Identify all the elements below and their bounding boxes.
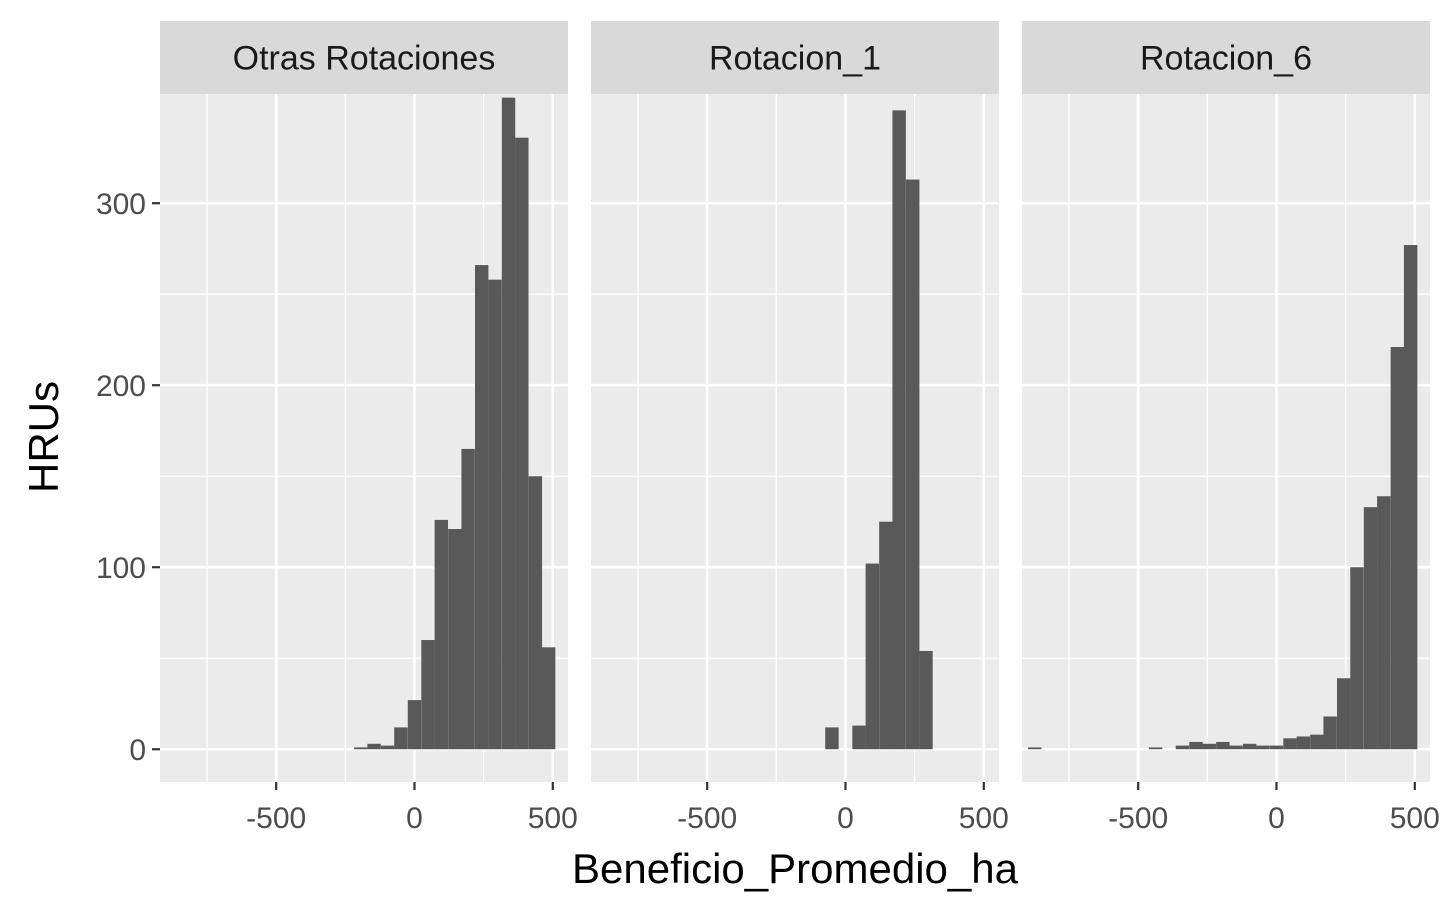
histogram-bar bbox=[1350, 567, 1364, 750]
histogram-bar bbox=[1148, 747, 1163, 750]
histogram-bar bbox=[354, 747, 368, 750]
y-axis: 0 100 200 300 bbox=[96, 188, 160, 767]
x-tick-label: 0 bbox=[1268, 802, 1285, 835]
facet-panel: Rotacion_6 bbox=[1022, 21, 1430, 782]
histogram-bar bbox=[380, 745, 395, 750]
histogram-bar bbox=[905, 179, 920, 750]
y-tick-label: 0 bbox=[129, 734, 146, 767]
histogram-bar bbox=[919, 650, 933, 750]
histogram-bar bbox=[528, 476, 543, 750]
y-tick-label: 300 bbox=[96, 188, 146, 221]
x-tick-label: 500 bbox=[1390, 802, 1440, 835]
histogram-bar bbox=[541, 647, 556, 750]
histogram-bar bbox=[1189, 741, 1203, 750]
histogram-bar bbox=[407, 700, 422, 750]
x-tick-label: -500 bbox=[246, 802, 306, 835]
x-tick-label: 0 bbox=[837, 802, 854, 835]
histogram-bar bbox=[892, 110, 906, 750]
histogram-bar bbox=[1283, 738, 1297, 750]
x-tick-label: 500 bbox=[959, 802, 1009, 835]
facet-strip-label: Rotacion_1 bbox=[709, 40, 881, 78]
histogram-bar bbox=[501, 97, 516, 750]
histogram-bar bbox=[1296, 736, 1311, 750]
histogram-bar bbox=[1336, 678, 1351, 750]
histogram-bar bbox=[448, 529, 462, 750]
facet-strip-label: Rotacion_6 bbox=[1140, 40, 1312, 78]
x-tick-label: -500 bbox=[1108, 802, 1168, 835]
histogram-bar bbox=[488, 279, 502, 750]
histogram-bar bbox=[515, 137, 529, 750]
histogram-bar bbox=[1269, 745, 1284, 750]
histogram-bar bbox=[394, 727, 408, 750]
histogram-bar bbox=[367, 743, 381, 750]
histogram-bar bbox=[1242, 743, 1257, 750]
x-axes: -500 0 500 -500 0 500 -500 0 500 bbox=[246, 782, 1440, 835]
histogram-bar bbox=[434, 519, 449, 750]
histogram-bar bbox=[825, 727, 839, 750]
histogram-bar bbox=[1310, 734, 1324, 750]
histogram-bar bbox=[879, 521, 893, 750]
y-tick-label: 200 bbox=[96, 370, 146, 403]
facet-strip bbox=[591, 21, 999, 94]
facet-panel: Otras Rotaciones bbox=[160, 21, 568, 782]
x-tick-label: -500 bbox=[677, 802, 737, 835]
facet-strip-label: Otras Rotaciones bbox=[233, 40, 496, 78]
histogram-bar bbox=[474, 265, 489, 750]
histogram-bar bbox=[461, 448, 475, 750]
x-axis: -500 0 500 bbox=[677, 782, 1009, 835]
x-tick-label: 500 bbox=[528, 802, 578, 835]
panels-layer: Otras Rotaciones Rotacion_1 Rotacion_6 bbox=[160, 21, 1430, 782]
histogram-bar bbox=[1216, 741, 1230, 750]
x-axis: -500 0 500 bbox=[246, 782, 578, 835]
histogram-bar bbox=[1028, 747, 1042, 750]
histogram-bar bbox=[865, 563, 880, 750]
facet-strip bbox=[1022, 21, 1430, 94]
facet-strip bbox=[160, 21, 568, 94]
histogram-bar bbox=[1202, 743, 1216, 750]
histogram-bar bbox=[421, 640, 435, 750]
y-tick-label: 100 bbox=[96, 552, 146, 585]
x-axis: -500 0 500 bbox=[1108, 782, 1440, 835]
histogram-bar bbox=[1363, 507, 1378, 750]
histogram-bar bbox=[1377, 496, 1391, 750]
x-axis-title: Beneficio_Promedio_ha bbox=[572, 845, 1019, 892]
histogram-bar bbox=[1323, 716, 1337, 750]
histogram-bar bbox=[1256, 745, 1270, 750]
y-axis-title: HRUs bbox=[20, 381, 67, 493]
histogram-bar bbox=[1175, 745, 1190, 750]
histogram-bar bbox=[852, 725, 866, 750]
x-tick-label: 0 bbox=[406, 802, 423, 835]
histogram-bar bbox=[1403, 245, 1418, 750]
panel-background bbox=[591, 94, 999, 782]
histogram-bar bbox=[1229, 745, 1243, 750]
facet-panel: Rotacion_1 bbox=[591, 21, 999, 782]
histogram-bar bbox=[1390, 346, 1405, 750]
